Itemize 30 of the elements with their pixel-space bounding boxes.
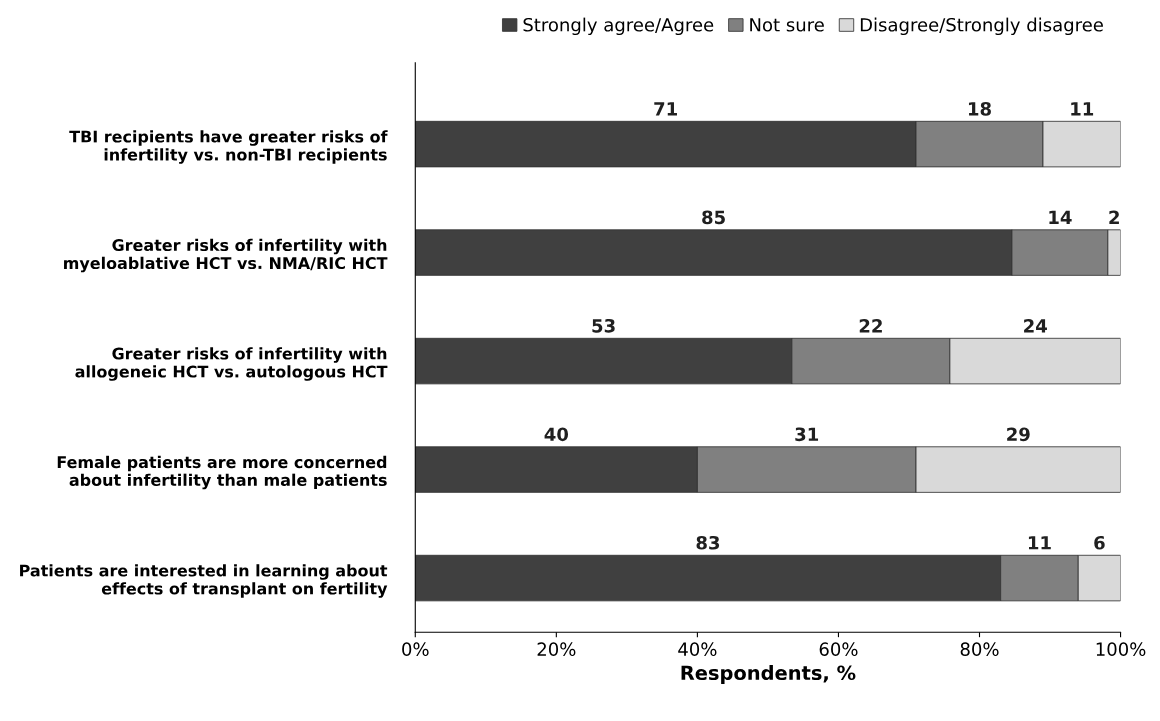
x-tick-label: 0% [402,642,429,657]
data-label: 14 [1049,210,1072,224]
data-label: 29 [1007,427,1030,442]
x-tick-label: 60% [819,642,858,657]
data-label: 6 [1094,535,1105,550]
y-tick-label: Greater risks of infertility with allogeneic HCT vs. autologous HCT [75,347,388,381]
y-tick-label: Female patients are more concerned about infertility than male patients [57,455,387,490]
data-label: 22 [859,318,882,333]
data-label: 11 [1071,102,1094,116]
data-label: 40 [544,427,569,442]
data-label: 31 [795,427,819,442]
data-label: 71 [654,102,677,116]
data-label: 2 [1109,210,1119,224]
data-label: 11 [1028,536,1051,550]
data-label: 53 [592,318,615,333]
data-label: 83 [696,535,720,550]
y-tick-label: TBI recipients have greater risks of infertility vs. non-TBI recipients [69,130,388,164]
y-tick-label: Greater risks of infertility with myeloablative HCT vs. NMA/RIC HCT [64,238,388,273]
x-axis-title: Respondents, % [681,665,856,684]
data-label: 18 [968,101,991,116]
data-label: 85 [702,210,725,225]
y-tick-label: Patients are interested in learning about effects of transplant on fertility [20,564,388,598]
x-tick-label: 80% [960,642,999,657]
x-tick-label: 40% [678,642,717,657]
data-label: 24 [1024,318,1047,333]
x-tick-label: 100% [1096,642,1146,657]
x-tick-label: 20% [537,642,576,657]
legend-label: Not sure [750,18,824,32]
legend-label: Strongly agree/Agree [523,17,714,36]
legend-label: Disagree/Strongly disagree [860,17,1103,36]
